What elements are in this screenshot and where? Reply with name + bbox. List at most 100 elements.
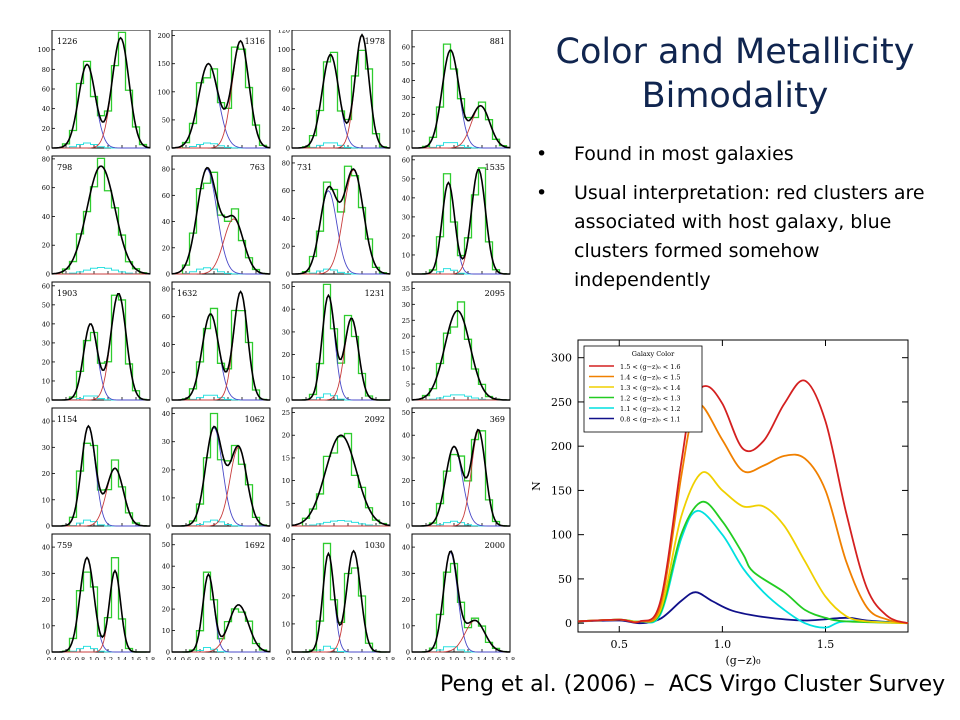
galaxy-id-label: 1535 bbox=[485, 163, 505, 172]
y-tick-label: 50 bbox=[558, 573, 572, 586]
histogram-panel: 0 10 20 30 40 50 1231 bbox=[282, 281, 391, 405]
y-tick-label: 0 bbox=[166, 649, 170, 657]
series-line bbox=[577, 509, 909, 629]
panel-frame bbox=[51, 155, 151, 275]
y-tick-label: 10 bbox=[402, 251, 410, 259]
y-tick-label: 40 bbox=[42, 418, 50, 426]
y-tick-label: 10 bbox=[282, 477, 290, 485]
y-tick-label: 20 bbox=[402, 596, 410, 604]
color-histogram bbox=[421, 167, 508, 275]
y-tick-label: 30 bbox=[42, 444, 50, 452]
total-fit bbox=[172, 572, 271, 653]
bullet-text: Usual interpretation: red clusters are a… bbox=[574, 182, 925, 291]
histogram-panel: 01020304050601903N bbox=[42, 281, 151, 405]
y-tick-label: 0 bbox=[46, 145, 50, 153]
panel-frame bbox=[291, 281, 391, 401]
total-fit bbox=[412, 550, 510, 653]
y-tick-label: 20 bbox=[162, 466, 170, 474]
y-tick-label: 20 bbox=[42, 470, 50, 478]
y-tick-label: 30 bbox=[162, 584, 170, 592]
y-tick-label: 0 bbox=[46, 397, 50, 405]
y-tick-label: 15 bbox=[282, 454, 290, 462]
y-tick-label: 30 bbox=[42, 570, 50, 578]
galaxy-id-label: 1316 bbox=[245, 37, 265, 46]
galaxy-id-label: 2095 bbox=[485, 289, 505, 298]
y-tick-label: 20 bbox=[282, 351, 290, 359]
figure-caption: Peng et al. (2006) – ACS Virgo Cluster S… bbox=[440, 672, 946, 697]
x-axis-label: (g−z)₀ bbox=[725, 654, 761, 667]
x-tick-label: 1.2 bbox=[463, 656, 473, 660]
color-histogram bbox=[61, 157, 148, 274]
y-tick-label: 0 bbox=[166, 397, 170, 405]
x-tick-label: 1.4 bbox=[237, 656, 247, 660]
y-tick-label: 120 bbox=[278, 30, 290, 35]
y-tick-label: 10 bbox=[162, 627, 170, 635]
y-tick-label: 40 bbox=[162, 341, 170, 349]
y-tick-label: 30 bbox=[402, 454, 410, 462]
total-fit bbox=[292, 33, 391, 149]
y-tick-label: 60 bbox=[42, 282, 50, 290]
galaxy-id-label: 1154 bbox=[57, 415, 77, 424]
x-tick-label: 0.4 bbox=[167, 656, 177, 660]
panel-frame bbox=[291, 533, 391, 653]
x-tick-label: 0.4 bbox=[287, 656, 297, 660]
y-tick-label: 40 bbox=[282, 306, 290, 314]
y-tick-label: 40 bbox=[42, 544, 50, 552]
legend-box bbox=[583, 345, 703, 433]
x-tick-label: 1.8 bbox=[385, 656, 395, 660]
y-tick-label: 50 bbox=[162, 541, 170, 549]
panel-frame bbox=[51, 30, 151, 149]
panel-frame bbox=[171, 30, 271, 149]
y-tick-label: 40 bbox=[282, 215, 290, 223]
color-histogram bbox=[61, 442, 148, 527]
y-tick-label: 100 bbox=[278, 46, 290, 54]
y-tick-label: 50 bbox=[402, 175, 410, 183]
y-tick-label: 20 bbox=[162, 606, 170, 614]
x-tick-label: 1.0 bbox=[714, 638, 732, 651]
galaxy-id-label: 1231 bbox=[365, 289, 385, 298]
panel-frame bbox=[291, 155, 391, 275]
y-tick-label: 80 bbox=[162, 285, 170, 293]
y-tick-label: 10 bbox=[402, 622, 410, 630]
bullet-list: • Found in most galaxies • Usual interpret… bbox=[536, 140, 946, 305]
series-line bbox=[577, 403, 909, 625]
x-tick-label: 1.5 bbox=[817, 638, 835, 651]
legend-label: 1.2 < (g−z)₀ < 1.3 bbox=[620, 395, 681, 403]
y-tick-label: 80 bbox=[282, 159, 290, 167]
y-tick-label: 0 bbox=[286, 271, 290, 279]
x-tick-label: 1.6 bbox=[371, 656, 381, 660]
y-tick-label: 60 bbox=[162, 313, 170, 321]
total-fit bbox=[292, 168, 391, 275]
galaxy-id-label: 759 bbox=[57, 541, 72, 550]
panel-frame bbox=[291, 30, 391, 149]
y-tick-label: 40 bbox=[402, 432, 410, 440]
y-tick-label: 0 bbox=[46, 649, 50, 657]
total-fit bbox=[52, 293, 151, 401]
y-tick-label: 200 bbox=[158, 32, 170, 40]
y-tick-label: 20 bbox=[42, 596, 50, 604]
series-line bbox=[577, 471, 909, 625]
y-tick-label: 40 bbox=[42, 213, 50, 221]
y-tick-label: 250 bbox=[551, 396, 572, 409]
legend-label: 1.4 < (g−z)₀ < 1.5 bbox=[620, 374, 681, 382]
total-fit bbox=[292, 549, 390, 653]
color-histogram bbox=[181, 171, 268, 275]
histogram-grid: 0204060801001226N05010015020013160204060… bbox=[38, 30, 515, 660]
x-tick-label: 0.4 bbox=[47, 656, 57, 660]
y-tick-label: 0 bbox=[286, 523, 290, 531]
panel-frame bbox=[171, 407, 271, 527]
y-tick-label: 200 bbox=[551, 440, 572, 453]
y-tick-label: 30 bbox=[282, 564, 290, 572]
total-fit bbox=[51, 165, 151, 275]
plot-frame bbox=[577, 339, 909, 633]
bullet-item: • Found in most galaxies bbox=[536, 140, 946, 169]
x-tick-label: 0.6 bbox=[61, 656, 71, 660]
y-tick-label: 0 bbox=[406, 397, 410, 405]
y-tick-label: 20 bbox=[402, 333, 410, 341]
color-histogram bbox=[181, 307, 268, 401]
blue-histogram bbox=[302, 520, 387, 527]
y-tick-label: 20 bbox=[162, 369, 170, 377]
color-histogram bbox=[421, 430, 508, 527]
y-tick-label: 60 bbox=[282, 86, 290, 94]
total-fit bbox=[172, 39, 271, 149]
